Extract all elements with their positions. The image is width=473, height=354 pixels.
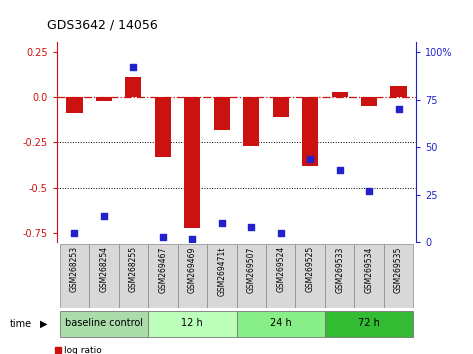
Point xyxy=(218,221,226,226)
Point xyxy=(100,213,108,219)
Text: ▶: ▶ xyxy=(40,319,48,329)
Bar xyxy=(384,244,413,308)
Bar xyxy=(177,244,207,308)
Bar xyxy=(207,244,236,308)
Bar xyxy=(119,244,148,308)
Bar xyxy=(361,97,377,106)
Text: GSM269534: GSM269534 xyxy=(365,246,374,292)
Bar xyxy=(214,97,230,130)
Point xyxy=(247,224,255,230)
Text: GSM269507: GSM269507 xyxy=(247,246,256,292)
Bar xyxy=(66,97,83,113)
Text: 24 h: 24 h xyxy=(270,318,291,329)
Bar xyxy=(302,97,318,166)
Text: baseline control: baseline control xyxy=(65,318,143,329)
Bar xyxy=(184,97,201,228)
Text: GSM269471t: GSM269471t xyxy=(217,246,226,296)
Text: GSM269467: GSM269467 xyxy=(158,246,167,292)
Text: GSM269524: GSM269524 xyxy=(276,246,285,292)
Bar xyxy=(325,244,354,308)
Bar xyxy=(296,244,325,308)
Legend: log ratio, percentile rank within the sample: log ratio, percentile rank within the sa… xyxy=(52,343,220,354)
Point xyxy=(130,64,137,70)
Text: time: time xyxy=(9,319,32,329)
Text: GSM269533: GSM269533 xyxy=(335,246,344,292)
Point xyxy=(336,167,343,173)
Bar xyxy=(60,311,148,337)
Bar xyxy=(96,97,112,101)
Bar xyxy=(266,244,296,308)
Bar xyxy=(148,244,177,308)
Bar xyxy=(390,86,407,97)
Bar xyxy=(60,244,89,308)
Text: GSM268255: GSM268255 xyxy=(129,246,138,292)
Text: 12 h: 12 h xyxy=(182,318,203,329)
Text: GSM269469: GSM269469 xyxy=(188,246,197,292)
Bar xyxy=(148,311,236,337)
Text: 72 h: 72 h xyxy=(358,318,380,329)
Bar xyxy=(332,92,348,97)
Text: GDS3642 / 14056: GDS3642 / 14056 xyxy=(47,19,158,32)
Bar xyxy=(354,244,384,308)
Bar xyxy=(89,244,119,308)
Bar xyxy=(236,244,266,308)
Bar xyxy=(236,311,325,337)
Bar xyxy=(325,311,413,337)
Bar xyxy=(272,97,289,117)
Point xyxy=(70,230,78,236)
Bar xyxy=(125,77,141,97)
Bar xyxy=(243,97,259,146)
Point xyxy=(189,236,196,241)
Point xyxy=(365,188,373,194)
Text: GSM269525: GSM269525 xyxy=(306,246,315,292)
Text: GSM268254: GSM268254 xyxy=(99,246,108,292)
Point xyxy=(395,106,403,112)
Text: GSM268253: GSM268253 xyxy=(70,246,79,292)
Point xyxy=(159,234,166,240)
Text: GSM269535: GSM269535 xyxy=(394,246,403,292)
Point xyxy=(307,156,314,161)
Point xyxy=(277,230,284,236)
Bar xyxy=(155,97,171,157)
